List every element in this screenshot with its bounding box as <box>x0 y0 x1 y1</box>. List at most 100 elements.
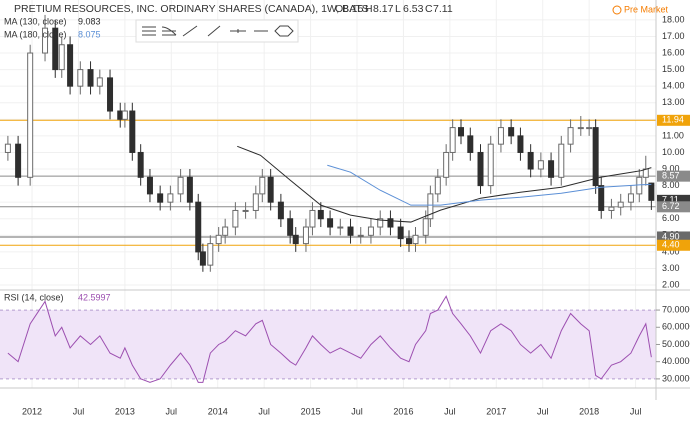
y-tick-label: 8.00 <box>662 180 680 190</box>
legend-value: 8.075 <box>78 29 101 39</box>
y-tick-label: 2.00 <box>662 279 680 289</box>
plot <box>4 14 655 383</box>
candle-body <box>337 226 344 229</box>
candle-body <box>107 77 114 112</box>
candle-body <box>458 127 465 137</box>
rsi-tick-label: 40.0000 <box>662 356 690 366</box>
y-tick-label: 16.00 <box>662 47 685 57</box>
candle-body <box>277 201 284 220</box>
candle-body <box>77 69 84 87</box>
candle-body <box>121 110 128 120</box>
candle-body <box>242 209 249 212</box>
candle-body <box>598 185 605 211</box>
candle-body <box>487 143 494 187</box>
x-tick-label: Jul <box>258 406 270 416</box>
toolbar <box>135 19 299 43</box>
candle-body <box>167 193 174 203</box>
toolbar-box[interactable] <box>135 19 299 43</box>
axes: 2012 Jul 2013 Jul 2014 Jul 2015 Jul 2016 Jul 2017 J… <box>22 14 690 416</box>
candle-body <box>207 243 214 266</box>
y-tick-label: 4.00 <box>662 246 680 256</box>
price-label-box <box>657 231 690 243</box>
candle-body <box>58 44 65 71</box>
candle-body <box>517 135 524 153</box>
x-tick-label: Jul <box>444 406 456 416</box>
y-tick-label: 18.00 <box>662 14 685 24</box>
rsi-line <box>7 295 652 383</box>
candle-body <box>222 226 229 236</box>
y-tick-label: 10.00 <box>662 147 685 157</box>
y-tick-label: 17.00 <box>662 31 685 41</box>
candle-body <box>497 127 504 145</box>
candle-body <box>96 77 103 87</box>
candle-body <box>259 176 266 195</box>
tool-icon[interactable] <box>230 29 246 33</box>
candle-body <box>215 234 222 245</box>
candle-body <box>42 27 49 54</box>
candle-body <box>252 193 259 211</box>
x-tick-label: 2018 <box>579 406 599 416</box>
y-tick-label: 13.00 <box>662 97 685 107</box>
x-tick-label: 2015 <box>301 406 321 416</box>
legend: MA (130, close) 9.083 MA (180, close) 8.075… <box>4 3 453 303</box>
rsi-name: RSI (14, close) <box>4 292 64 302</box>
tool-icon[interactable] <box>161 26 177 36</box>
candle-body <box>508 127 515 137</box>
x-tick-label: 2013 <box>115 406 135 416</box>
tool-icon[interactable] <box>207 25 221 37</box>
x-tick-label: 2012 <box>22 406 42 416</box>
candle-body <box>4 143 11 153</box>
candle-body <box>449 127 456 153</box>
candle-body <box>195 201 202 253</box>
candle-body <box>287 218 294 236</box>
candle-body <box>377 218 384 228</box>
y-tick-label: 11.00 <box>662 130 684 140</box>
rsi-value: 42.5997 <box>78 292 111 302</box>
legend-name: MA (180, close) <box>4 29 67 39</box>
chart-title: PRETIUM RESOURCES, INC. ORDINARY SHARES … <box>14 3 369 15</box>
candle-body <box>52 27 59 71</box>
x-tick-label: Jul <box>630 406 642 416</box>
candle-body <box>648 182 655 201</box>
ohlc-label: L <box>395 3 401 15</box>
tool-icon[interactable] <box>142 26 156 36</box>
candle-body <box>292 234 299 245</box>
x-tick-label: 2017 <box>486 406 506 416</box>
candle-body <box>617 201 624 208</box>
ohlc-label: H <box>365 3 373 15</box>
price-label: 4.90 <box>662 231 680 241</box>
y-tick-label: 3.00 <box>662 263 680 273</box>
tool-icon[interactable] <box>274 25 294 37</box>
market-status: Pre Market <box>612 4 669 15</box>
price-label-box <box>657 170 690 182</box>
candle-body <box>467 135 474 153</box>
candle-body <box>558 143 565 178</box>
ohlc-value: 7.11 <box>433 3 453 15</box>
candle-body <box>586 127 593 130</box>
x-tick-label: Jul <box>537 406 549 416</box>
candle-body <box>137 151 144 178</box>
y-tick-label: 15.00 <box>662 64 685 74</box>
candle-body <box>87 69 94 87</box>
x-tick-label: Jul <box>166 406 178 416</box>
rsi-tick-label: 30.0000 <box>662 373 690 383</box>
candle-body <box>232 209 239 228</box>
rsi-tick-label: 50.0000 <box>662 339 690 349</box>
legend-name: MA (130, close) <box>4 16 67 26</box>
status-icon <box>612 5 622 15</box>
candle-body <box>302 226 309 245</box>
candle-body <box>267 176 274 203</box>
candle-body <box>412 234 419 245</box>
candle-body <box>627 193 634 203</box>
rsi-tick-label: 60.0000 <box>662 322 690 332</box>
tool-icon[interactable] <box>182 25 198 37</box>
x-tick-label: Jul <box>73 406 85 416</box>
candle-body <box>636 176 643 195</box>
candle-body <box>406 238 413 245</box>
y-tick-label: 9.00 <box>662 163 680 173</box>
price-label: 4.40 <box>662 240 680 250</box>
candle-body <box>199 251 206 266</box>
y-tick-label: 6.00 <box>662 213 680 223</box>
